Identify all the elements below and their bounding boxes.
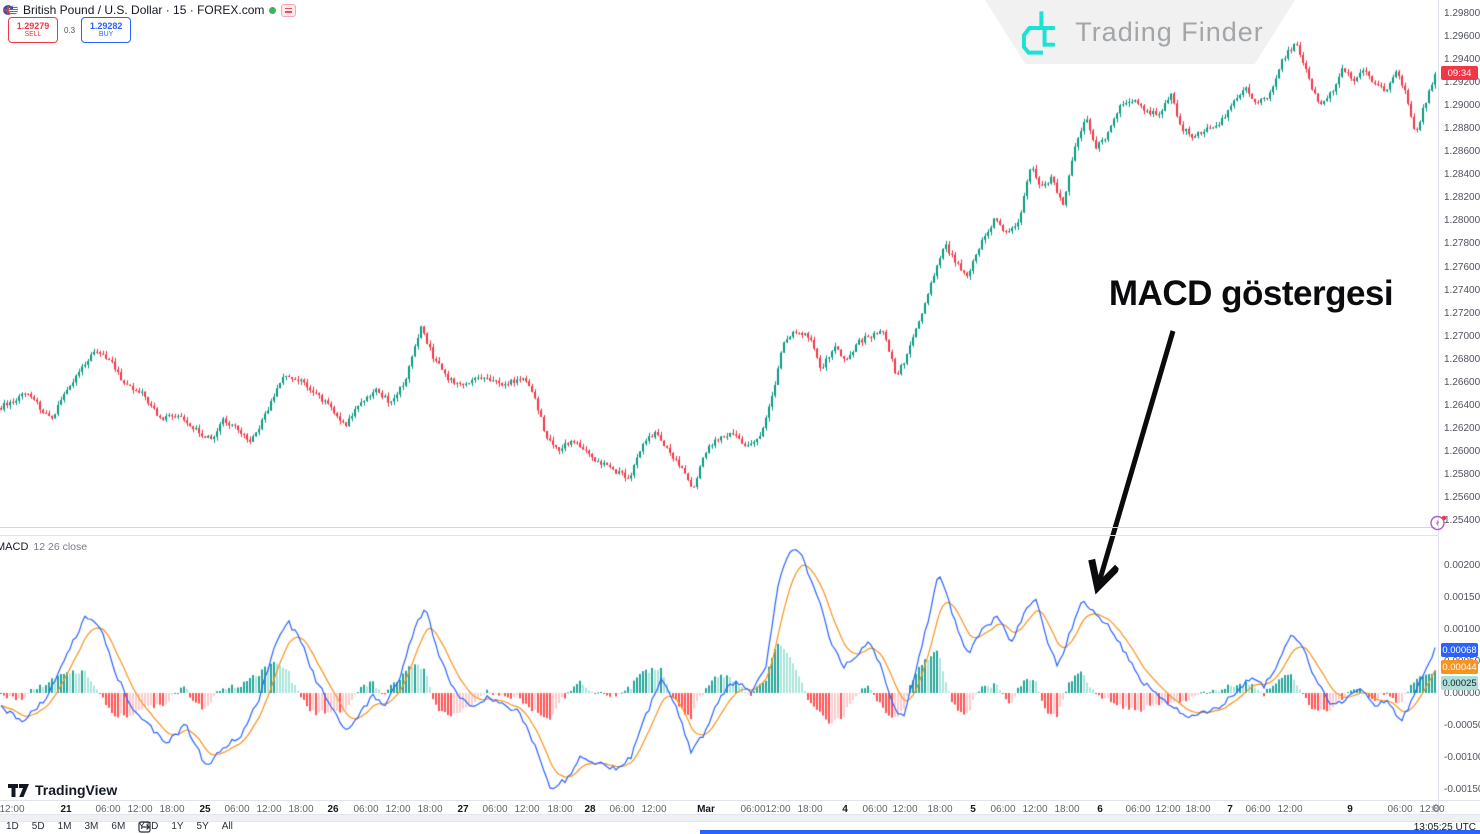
- sell-label: SELL: [24, 31, 42, 39]
- macd-legend: MACD 12 26 close: [0, 541, 87, 553]
- sell-button[interactable]: 1.29279 SELL: [8, 17, 58, 43]
- buy-sell-widget: 1.29279 SELL 0.3 1.29282 BUY: [8, 17, 132, 43]
- buy-button[interactable]: 1.29282 BUY: [81, 17, 132, 43]
- histogram-value-badge: 0.00025: [1441, 676, 1478, 690]
- time-axis-divider: [0, 800, 1480, 801]
- utc-clock[interactable]: 13:05:25 UTC: [1413, 822, 1476, 833]
- range-button-all[interactable]: All: [221, 821, 233, 832]
- range-button-5d[interactable]: 5D: [31, 821, 45, 832]
- delayed-data-icon[interactable]: [281, 3, 297, 17]
- annotation-arrow: [1075, 330, 1176, 610]
- tradingview-logo[interactable]: TradingView: [8, 782, 117, 798]
- range-button-1m[interactable]: 1M: [57, 821, 72, 832]
- session-low-line: [0, 527, 1436, 528]
- range-selector: 1D 5D 1M 3M 6M YTD 1Y 5Y All: [6, 821, 233, 832]
- macd-value-badge: 0.00068: [1441, 643, 1478, 657]
- range-button-5y[interactable]: 5Y: [196, 821, 209, 832]
- symbol-header: British Pound / U.S. Dollar · 15 · FOREX…: [3, 3, 297, 17]
- buy-label: BUY: [98, 31, 114, 39]
- symbol-title[interactable]: British Pound / U.S. Dollar · 15 · FOREX…: [23, 3, 265, 17]
- tradingview-logo-text: TradingView: [35, 782, 118, 798]
- range-button-1d[interactable]: 1D: [6, 821, 19, 832]
- currency-pair-flags-icon: [3, 5, 18, 15]
- sell-price: 1.29279: [16, 20, 50, 31]
- range-button-6m[interactable]: 6M: [111, 821, 126, 832]
- timescale-scrollbar[interactable]: [0, 814, 1480, 822]
- price-scale-divider: [1438, 0, 1439, 814]
- macd-legend-title[interactable]: MACD: [0, 541, 29, 553]
- macd-annotation-text: MACD göstergesi: [1108, 274, 1394, 313]
- range-button-1y[interactable]: 1Y: [171, 821, 184, 832]
- buy-price: 1.29282: [89, 20, 123, 31]
- bar-countdown-badge: 09:34: [1441, 66, 1478, 80]
- auto-refresh-icon[interactable]: [1429, 514, 1447, 532]
- spread-value: 0.3: [64, 25, 76, 35]
- pane-divider[interactable]: [0, 535, 1439, 536]
- tradingview-logo-icon: [8, 783, 29, 797]
- signal-value-badge: 0.00044: [1441, 660, 1478, 674]
- macd-legend-params: 12 26 close: [33, 541, 88, 553]
- market-open-dot-icon: [269, 6, 277, 14]
- range-button-3m[interactable]: 3M: [84, 821, 99, 832]
- go-to-date-icon[interactable]: [138, 820, 152, 833]
- timezone-gear-icon[interactable]: ⚙: [1431, 803, 1441, 815]
